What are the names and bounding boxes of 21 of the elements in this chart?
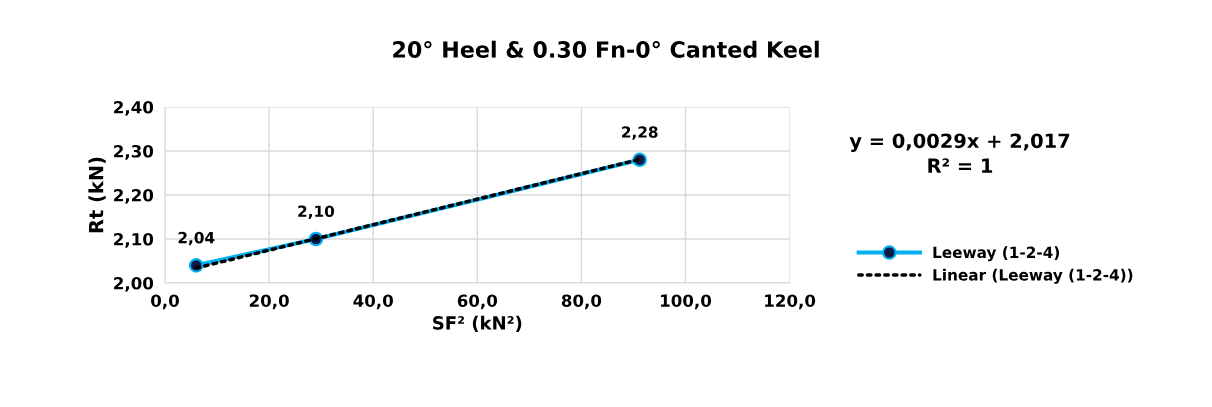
x-tick-label: 100,0	[661, 294, 712, 310]
legend-label: Linear (Leeway (1-2-4))	[933, 268, 1133, 284]
legend-label: Leeway (1-2-4)	[933, 246, 1059, 262]
data-label: 2,10	[298, 205, 335, 219]
y-tick-label: 2,00	[114, 276, 154, 292]
chart-title: 20° Heel & 0.30 Fn-0° Canted Keel	[393, 40, 819, 58]
y-tick-label: 2,10	[114, 232, 154, 248]
x-tick-label: 60,0	[457, 294, 498, 310]
data-label: 2,28	[622, 126, 658, 140]
y-tick-label: 2,20	[114, 188, 154, 204]
data-label: 2,04	[178, 231, 215, 246]
text: y = 0,0029x + 2,017 R² = 1	[849, 133, 1070, 173]
x-tick-label: 20,0	[249, 294, 289, 310]
x-tick-label: 80,0	[561, 294, 602, 310]
x-tick-label: 0,0	[151, 294, 179, 310]
y-tick-label: 2,40	[114, 100, 154, 116]
x-tick-label: 120,0	[765, 294, 816, 310]
y-tick-label: 2,30	[114, 144, 154, 160]
x-axis-title: SF² (kN²)	[433, 315, 522, 332]
x-tick-label: 40,0	[353, 294, 393, 310]
y-axis-title: Rt (kN)	[88, 157, 106, 233]
